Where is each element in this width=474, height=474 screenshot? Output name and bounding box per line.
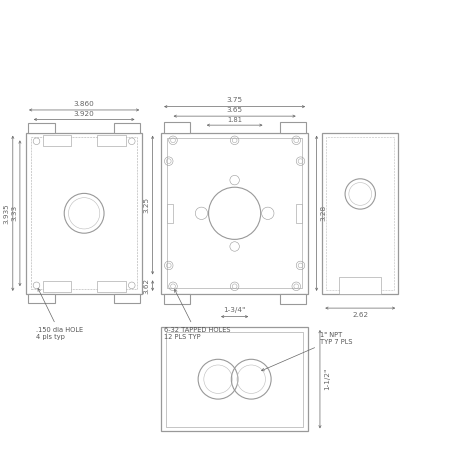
Bar — [164, 122, 190, 133]
Bar — [43, 281, 71, 292]
Bar — [43, 135, 71, 146]
Text: 1-1/2": 1-1/2" — [324, 368, 330, 391]
Text: 3.62: 3.62 — [143, 278, 149, 294]
Bar — [161, 327, 308, 431]
Bar — [164, 294, 190, 304]
Bar — [28, 123, 55, 133]
Text: 3.75: 3.75 — [227, 97, 243, 103]
Text: 3.65: 3.65 — [227, 107, 243, 113]
Text: 2.62: 2.62 — [352, 312, 368, 318]
Bar — [97, 135, 126, 146]
Bar — [280, 294, 306, 304]
Text: 1" NPT
TYP 7 PLS: 1" NPT TYP 7 PLS — [262, 332, 353, 371]
Bar — [31, 137, 137, 289]
Text: 1.81: 1.81 — [227, 117, 242, 123]
Bar — [167, 138, 302, 288]
Bar — [326, 137, 394, 290]
Text: 3.28: 3.28 — [320, 205, 326, 221]
Text: 6-32 TAPPED HOLES
12 PLS TYP: 6-32 TAPPED HOLES 12 PLS TYP — [164, 290, 230, 340]
Bar — [280, 122, 306, 133]
Text: 3.860: 3.860 — [74, 100, 94, 107]
Bar — [26, 133, 142, 294]
Bar — [114, 294, 140, 303]
Text: 1-3/4": 1-3/4" — [223, 307, 246, 313]
Bar — [296, 204, 302, 223]
Bar — [28, 294, 55, 303]
Bar — [166, 332, 303, 427]
Text: 3.25: 3.25 — [143, 197, 149, 213]
Text: 3.920: 3.920 — [74, 110, 94, 117]
Bar — [161, 133, 308, 294]
Bar — [322, 133, 398, 294]
Text: .150 dia HOLE
4 pls typ: .150 dia HOLE 4 pls typ — [36, 289, 83, 340]
Text: 3.33: 3.33 — [11, 205, 17, 221]
Bar — [167, 204, 173, 223]
Bar — [339, 277, 381, 294]
Bar — [97, 281, 126, 292]
Bar — [114, 123, 140, 133]
Text: 3.935: 3.935 — [3, 203, 9, 224]
